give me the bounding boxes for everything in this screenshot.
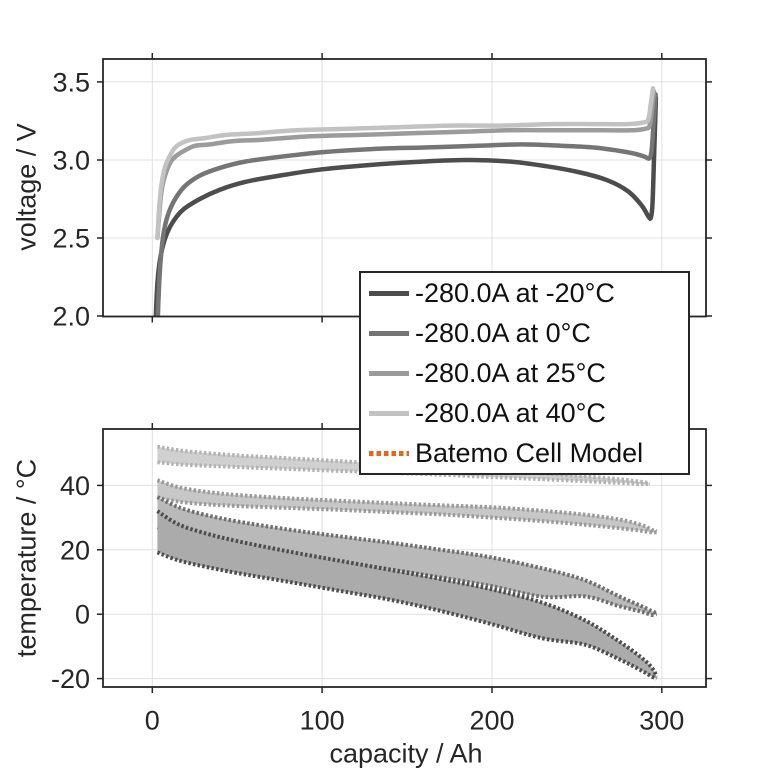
y-tick-label: -20	[51, 664, 90, 694]
legend-item: -280.0A at 40°C	[361, 398, 688, 429]
line-sample-0c	[369, 330, 409, 336]
legend-item: -280.0A at -20°C	[361, 278, 688, 309]
legend-item: -280.0A at 0°C	[361, 318, 688, 349]
y-tick-label: 20	[60, 535, 90, 565]
temperature-axis-label: temperature / °C	[11, 458, 42, 658]
voltage-curve-2	[155, 89, 657, 241]
capacity-axis-label: capacity / Ah	[329, 738, 483, 769]
temperature-band-1	[157, 480, 657, 533]
legend-item-label: Batemo Cell Model	[415, 437, 644, 468]
temperature-band-3-edge-top	[156, 509, 659, 678]
temperature-band-2	[157, 497, 657, 615]
chart-0: 3.5 3.0 2.5 2.0	[52, 53, 712, 331]
y-tick-label: 3.0	[52, 145, 90, 175]
y-tick-label: 0	[75, 600, 90, 630]
voltage-curve-0	[153, 95, 659, 317]
line-sample-25c	[369, 370, 409, 376]
temperature-band-3-edge-bottom	[156, 550, 658, 681]
y-tick-label: 2.0	[52, 301, 90, 331]
legend-item-label: -280.0A at -20°C	[415, 277, 615, 308]
x-tick-label: 300	[639, 705, 684, 735]
legend-item-label: -280.0A at 40°C	[415, 397, 606, 428]
legend-item: Batemo Cell Model	[361, 438, 688, 469]
x-tick-label: 100	[300, 705, 345, 735]
temperature-band-1-edge-bottom	[156, 495, 657, 535]
y-tick-label: 2.5	[52, 223, 90, 253]
legend-item: -280.0A at 25°C	[361, 358, 688, 389]
y-tick-label: 40	[60, 471, 90, 501]
voltage-curve-3	[155, 85, 656, 241]
legend-item-label: -280.0A at 0°C	[415, 317, 591, 348]
legend: -280.0A at -20°C -280.0A at 0°C -280.0A …	[359, 271, 690, 475]
data-group	[156, 444, 659, 681]
voltage-curve-1	[155, 92, 658, 317]
data-group	[153, 85, 659, 317]
temperature-band-3	[157, 511, 657, 679]
temperature-band-2-edge-top	[156, 495, 658, 616]
line-sample-minus20c	[369, 290, 409, 296]
temperature-band-1-edge-top	[156, 478, 658, 534]
x-tick-label: 0	[145, 705, 160, 735]
y-tick-label: 3.5	[52, 67, 90, 97]
voltage-axis-label: voltage / V	[11, 123, 42, 251]
batemo-dotted-line-sample	[369, 450, 409, 456]
legend-item-label: -280.0A at 25°C	[415, 357, 606, 388]
x-tick-label: 200	[469, 705, 514, 735]
line-sample-40c	[369, 410, 409, 416]
